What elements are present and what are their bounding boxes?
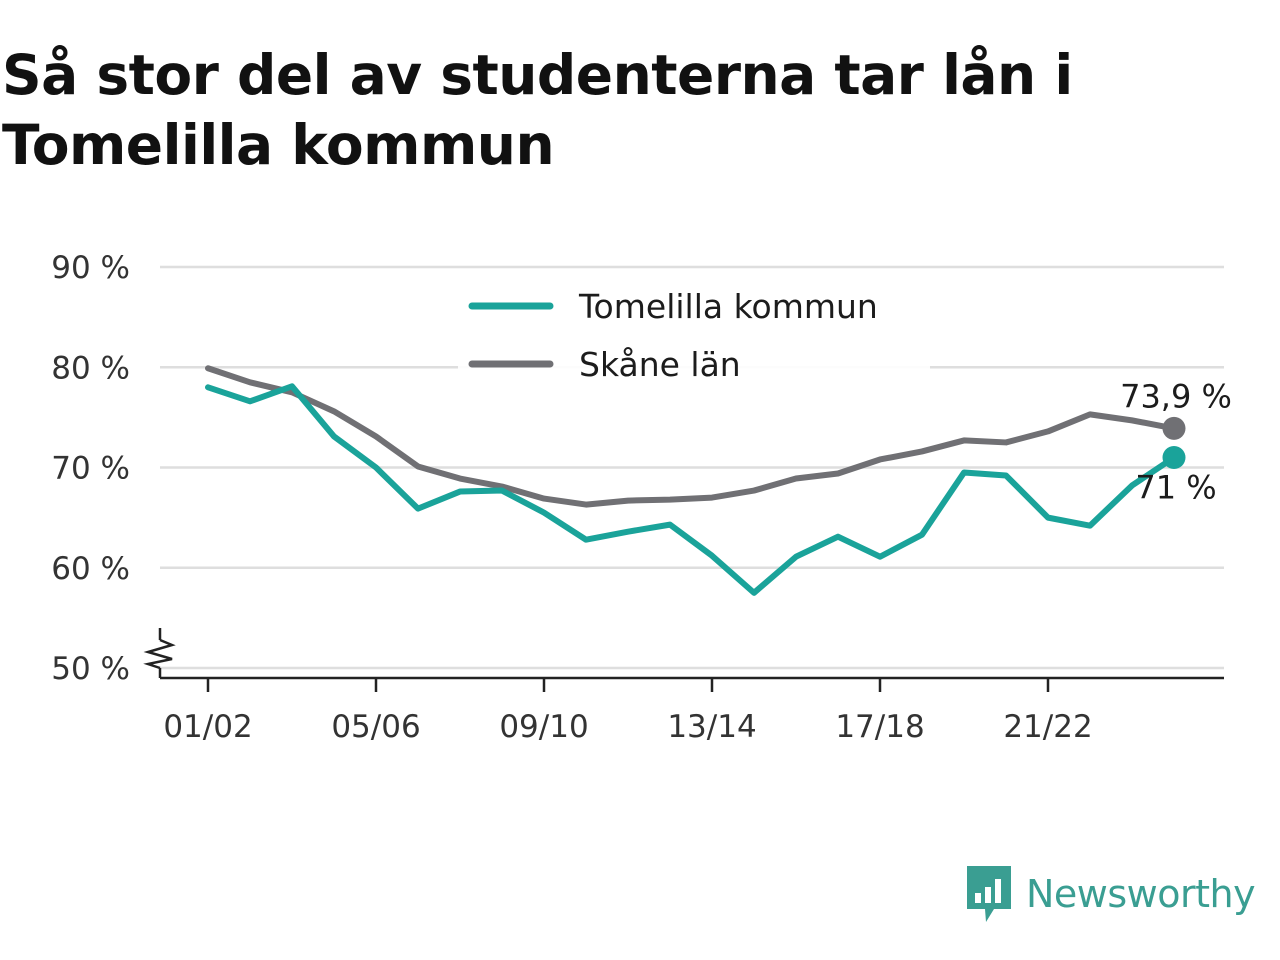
grid-lines	[160, 265, 1224, 670]
brand-logo: Newsworthy	[964, 862, 1256, 926]
chart-title: Så stor del av studenterna tar lån i Tom…	[2, 43, 1073, 177]
line-chart: 50 % 60 % 70 % 80 % 90 % 01/02 05/06 09/10 13/1…	[51, 250, 1232, 745]
y-axis-tick-labels: 50 % 60 % 70 % 80 % 90 %	[51, 250, 130, 687]
x-tick-label: 09/10	[499, 709, 588, 745]
x-tick-label: 21/22	[1003, 709, 1092, 745]
data-series	[205, 365, 1186, 596]
end-point-marker	[1162, 445, 1186, 469]
x-axis-ticks: 01/02 05/06 09/10 13/14 17/18 21/22	[163, 678, 1093, 745]
x-tick-label: 05/06	[331, 709, 420, 745]
axis-break-zigzag	[143, 638, 176, 670]
y-tick-label: 50 %	[51, 651, 130, 687]
brand-name: Newsworthy	[1026, 872, 1256, 916]
x-tick-label: 13/14	[667, 709, 756, 745]
series-line	[205, 383, 1177, 596]
x-tick-label: 17/18	[835, 709, 924, 745]
legend: Tomelilla kommun Skåne län	[458, 278, 930, 384]
axes	[143, 628, 1224, 680]
bar-chart-speech-bubble-icon	[967, 866, 1011, 922]
end-value-label: 73,9 %	[1120, 377, 1232, 415]
y-tick-label: 60 %	[51, 551, 130, 587]
legend-label: Tomelilla kommun	[578, 287, 878, 326]
x-tick-label: 01/02	[163, 709, 252, 745]
y-tick-label: 80 %	[51, 350, 130, 386]
end-labels: 73,9 % 71 %	[1120, 377, 1232, 506]
series-line	[205, 365, 1177, 508]
y-tick-label: 70 %	[51, 451, 130, 487]
y-tick-label: 90 %	[51, 250, 130, 286]
legend-label: Skåne län	[579, 345, 741, 384]
end-value-label: 71 %	[1135, 468, 1216, 506]
end-point-marker	[1162, 416, 1186, 440]
